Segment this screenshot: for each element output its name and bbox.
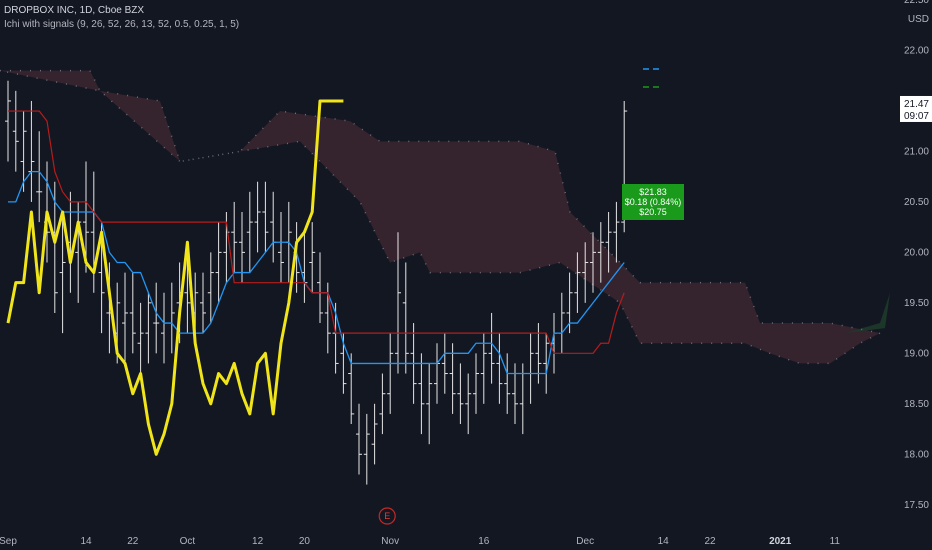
ohlc-bar <box>215 222 222 303</box>
y-axis-bg <box>896 0 932 550</box>
y-tick-label: 20.00 <box>904 247 929 258</box>
y-tick-label: 22.00 <box>904 45 929 56</box>
kijun-line <box>8 110 625 354</box>
x-tick-label: Nov <box>381 536 399 547</box>
ohlc-bar <box>488 312 495 384</box>
ohlc-bar <box>254 181 261 253</box>
y-tick-label: 20.50 <box>904 197 929 208</box>
ohlc-bar <box>207 252 214 324</box>
ohlc-bar <box>597 222 604 283</box>
ohlc-bar <box>449 343 456 414</box>
ohlc-bar <box>129 272 136 354</box>
ohlc-bar <box>371 403 378 465</box>
legend-title: DROPBOX INC, 1D, Cboe BZX <box>4 5 145 16</box>
ohlc-bar <box>473 353 479 414</box>
y-axis: 17.50 18.00 18.50 19.00 19.50 20.00 20.50 21.00… <box>896 0 932 550</box>
signal-box-bg <box>622 184 684 220</box>
ohlc-bar <box>231 201 238 273</box>
ohlc-bar <box>543 333 550 394</box>
x-tick-label: Oct <box>180 536 196 547</box>
ohlc-bar <box>395 232 401 374</box>
ohlc-bar <box>317 252 323 324</box>
ohlc-bar <box>83 161 89 273</box>
y-tick-label: 18.50 <box>904 399 929 410</box>
x-tick-label: 22 <box>704 536 716 547</box>
ohlc-bar <box>246 191 253 273</box>
ohlc-bar <box>574 252 581 313</box>
ohlc-bar <box>309 222 316 293</box>
ohlc-bar <box>496 333 503 404</box>
y-tick-label: 21.00 <box>904 146 929 157</box>
price-tag-bg <box>900 95 932 122</box>
x-tick-label: 12 <box>252 536 264 547</box>
x-axis: Sep 14 22 Oct 12 20 Nov 16 Dec 14 22 2021 11 <box>0 536 840 547</box>
x-tick-label: 16 <box>478 536 490 547</box>
ohlc-bar <box>153 282 160 354</box>
earnings-marker-circle <box>378 507 396 525</box>
chikou-line <box>6 99 344 456</box>
signal-box: $21.83$0.18 (0.84%)$20.75 <box>622 184 684 220</box>
x-tick-label: 11 <box>830 536 841 547</box>
ohlc-bar <box>348 353 355 424</box>
ohlc-bar <box>59 212 66 334</box>
x-tick-label: 14 <box>80 536 92 547</box>
ohlc-bar <box>504 353 511 414</box>
y-tick-label: 19.00 <box>904 348 929 359</box>
ohlc-bar <box>426 363 433 445</box>
ohlc-bar <box>36 131 43 223</box>
ohlc-bar <box>605 212 612 273</box>
ohlc-bar <box>356 403 362 475</box>
ohlc-bar <box>457 363 464 424</box>
legend-indicator: Ichi with signals (9, 26, 52, 26, 13, 52… <box>4 19 240 30</box>
price-tag-price: 21.47 <box>904 99 929 110</box>
y-tick-label: 17.50 <box>904 500 929 511</box>
x-tick-label: 22 <box>127 536 139 547</box>
ohlc-bar <box>402 262 409 374</box>
y-tick-label: 22.50 <box>904 0 929 6</box>
ohlc-bar <box>5 80 11 162</box>
price-tag-time: 09:07 <box>904 111 929 122</box>
ohlc-bar <box>20 111 27 192</box>
ohlc-bar <box>12 90 19 172</box>
ohlc-bar <box>145 292 152 364</box>
ohlc-bar <box>184 252 191 334</box>
y-tick-label: 18.00 <box>904 449 929 460</box>
ohlc-bar <box>418 353 425 435</box>
x-tick-label: Dec <box>576 536 594 547</box>
x-tick-label: 20 <box>299 536 311 547</box>
y-tick-label: 19.50 <box>904 298 929 309</box>
ohlc-bar <box>590 232 596 293</box>
ohlc-bar <box>262 181 269 253</box>
ohlc-bar <box>137 302 144 374</box>
signal-line3: $20.75 <box>639 207 667 217</box>
ichimoku-cloud <box>0 70 880 364</box>
ohlc-bar <box>465 373 472 435</box>
signal-line2: $0.18 (0.84%) <box>625 197 682 207</box>
senkou-span-b <box>0 69 881 365</box>
signal-line1: $21.83 <box>639 187 667 197</box>
ohlc-bar <box>239 212 245 283</box>
ohlc-bar <box>363 413 370 485</box>
legend: DROPBOX INC, 1D, Cboe BZX Ichi with sign… <box>4 4 239 32</box>
ohlc-bar <box>379 373 386 435</box>
x-tick-label: 2021 <box>769 536 792 547</box>
ohlc-bar <box>582 242 589 303</box>
ohlc-bar <box>480 333 487 404</box>
currency-label: USD <box>908 14 929 25</box>
ohlc-bar <box>200 272 206 334</box>
earnings-marker-label: E <box>384 511 390 521</box>
ohlc-bar <box>122 272 128 364</box>
ohlc-bar <box>387 333 394 414</box>
ohlc-bar <box>613 201 620 263</box>
ohlc-bar <box>441 333 448 394</box>
x-tick-label: 14 <box>658 536 670 547</box>
x-tick-label: Sep <box>0 536 17 547</box>
earnings-marker: E <box>378 507 396 525</box>
ohlc-bar <box>278 212 284 283</box>
